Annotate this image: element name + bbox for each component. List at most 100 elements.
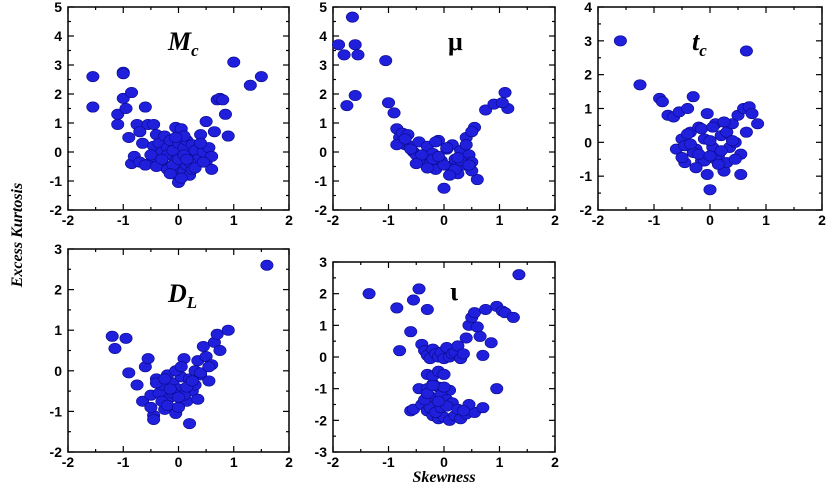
data-point (468, 307, 482, 319)
data-point (174, 361, 188, 373)
data-point (348, 89, 362, 101)
y-tick-label: 0 (319, 349, 327, 365)
y-tick-label: 0 (584, 134, 592, 150)
data-point (420, 303, 434, 315)
y-tick-label: 3 (319, 254, 327, 270)
y-tick-label: 0 (54, 363, 62, 379)
data-point (506, 311, 520, 323)
panel-label-sub: c (191, 41, 199, 60)
data-point (409, 158, 423, 170)
data-point (717, 116, 731, 128)
x-tick-label: 0 (175, 454, 183, 470)
data-point (125, 87, 139, 99)
data-point (476, 349, 490, 361)
y-tick-label: -1 (315, 381, 328, 397)
data-point (116, 68, 130, 80)
data-point (456, 405, 470, 417)
data-point (695, 123, 709, 135)
y-tick-label: -2 (50, 444, 63, 460)
data-point (144, 401, 158, 413)
data-point (155, 153, 169, 165)
data-point (340, 100, 354, 112)
x-tick-label: -2 (62, 454, 75, 470)
y-tick-label: 1 (54, 322, 62, 338)
panel-label-main: ι (450, 277, 458, 306)
data-point (728, 153, 742, 165)
data-point (205, 163, 219, 175)
x-tick-label: 1 (230, 212, 238, 228)
data-point (437, 368, 451, 380)
data-point (381, 97, 395, 109)
data-point (172, 391, 186, 403)
data-point (462, 159, 476, 171)
x-tick-label: -1 (117, 212, 130, 228)
y-axis-title: Excess Kurtosis (9, 183, 26, 288)
plot-frame (597, 6, 823, 211)
y-tick-label: 0 (54, 144, 62, 160)
data-point (202, 375, 216, 387)
panel-label-sub: c (699, 41, 707, 60)
data-point (387, 107, 401, 119)
data-point (351, 49, 365, 61)
x-tick-label: -2 (327, 454, 340, 470)
panel-label-sub: L (186, 293, 197, 312)
data-point (734, 168, 748, 180)
data-point (456, 348, 470, 360)
y-tick-label: -2 (315, 412, 328, 428)
data-point (404, 143, 418, 155)
data-point (254, 71, 268, 83)
x-tick-label: 2 (551, 454, 559, 470)
data-point (196, 340, 210, 352)
data-point (207, 126, 221, 138)
x-tick-label: 0 (175, 212, 183, 228)
data-point (213, 344, 227, 356)
data-point (512, 269, 526, 281)
x-tick-label: 2 (285, 212, 293, 228)
data-point (141, 353, 155, 365)
y-tick-label: -1 (580, 168, 593, 184)
data-point (144, 149, 158, 161)
data-point (169, 132, 183, 144)
data-point (138, 159, 152, 171)
data-point (429, 136, 443, 148)
y-tick-label: 5 (54, 0, 62, 15)
data-point (337, 49, 351, 61)
x-tick-label: 0 (706, 212, 714, 228)
data-point (404, 326, 418, 338)
data-point (147, 118, 161, 130)
x-tick-label: -2 (62, 212, 75, 228)
y-tick-label: -2 (580, 202, 593, 218)
x-tick-label: 0 (440, 454, 448, 470)
data-point (443, 169, 457, 181)
data-point (451, 152, 465, 164)
data-point (437, 381, 451, 393)
data-point (218, 108, 232, 120)
data-point (459, 139, 473, 151)
y-tick-label: -1 (50, 173, 63, 189)
data-point (86, 71, 100, 83)
y-tick-label: 3 (54, 241, 62, 257)
data-point (196, 156, 210, 168)
panel-label-main: μ (448, 27, 463, 56)
data-point (345, 11, 359, 23)
data-point (122, 132, 136, 144)
data-point (172, 401, 186, 413)
panel-label-mc: Mc (167, 27, 199, 60)
data-point (465, 126, 479, 138)
panel-tc: -2 -1 0 1 2 -2 -1 0 1 2 3 4 tc (580, 0, 827, 228)
y-tick-label: 1 (319, 115, 327, 131)
data-point (119, 103, 133, 115)
data-point (136, 395, 150, 407)
data-point (111, 118, 125, 130)
data-point (393, 345, 407, 357)
y-tick-label: 3 (319, 57, 327, 73)
data-point (700, 108, 714, 120)
panel-mu: -2 -1 0 1 2 -2 -1 0 1 2 3 4 5 μ (315, 0, 560, 228)
y-tick-label: 2 (319, 86, 327, 102)
y-tick-label: -2 (315, 202, 328, 218)
panel-label-main: t (692, 27, 700, 56)
data-point (706, 121, 720, 133)
data-point (470, 174, 484, 186)
data-point (479, 303, 493, 315)
